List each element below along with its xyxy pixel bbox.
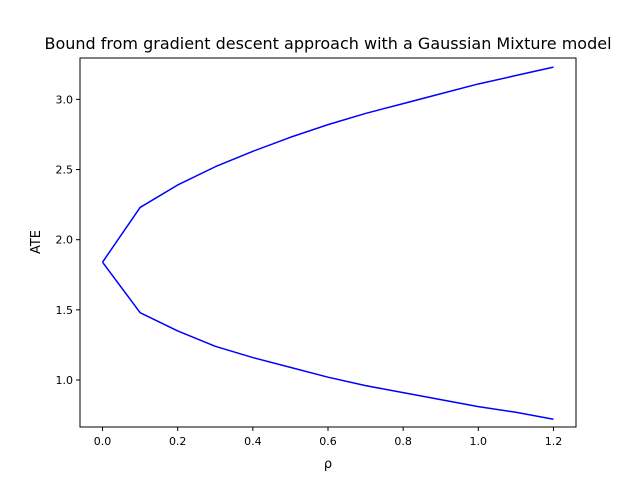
x-tick-label: 0.6 [319,435,337,448]
x-tick-label: 1.2 [545,435,563,448]
y-tick-label: 3.0 [56,93,74,106]
y-tick-label: 2.5 [56,164,74,177]
plot-lines [101,66,554,421]
chart-title: Bound from gradient descent approach wit… [44,34,611,53]
x-tick-label: 0.8 [394,435,412,448]
y-tick-label: 1.0 [56,374,74,387]
y-axis-ticks: 1.0 1.5 2.0 2.5 3.0 [56,93,80,387]
x-axis-ticks: 0.0 0.2 0.4 0.6 0.8 1.0 1.2 [94,427,562,448]
series-line-1 [101,66,554,263]
y-tick-label: 2.0 [56,234,74,247]
x-tick-label: 0.2 [169,435,187,448]
series-line-2 [101,261,554,421]
y-tick-label: 1.5 [56,304,74,317]
x-tick-label: 0.0 [94,435,112,448]
x-tick-label: 0.4 [244,435,262,448]
x-axis-label: ρ [324,457,332,472]
y-axis-label: ATE [29,230,44,254]
plot-area-frame [79,57,577,428]
x-tick-label: 1.0 [470,435,488,448]
